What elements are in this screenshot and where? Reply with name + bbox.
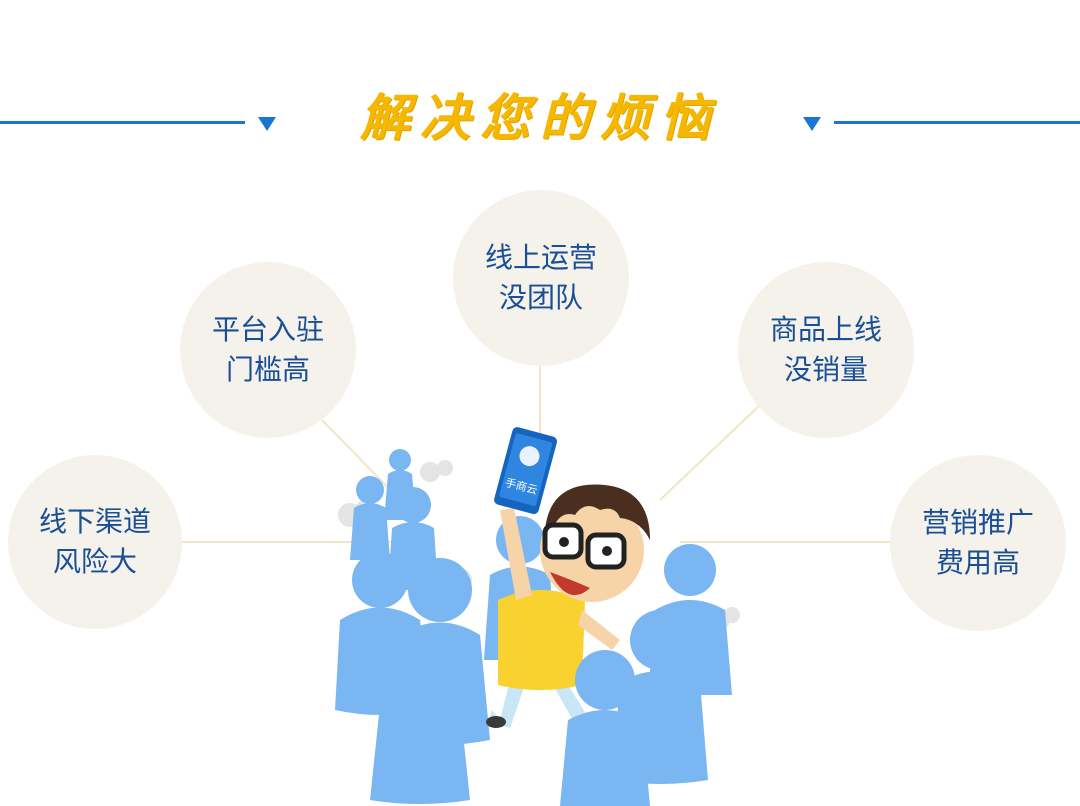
main-character: 手商云 — [486, 427, 650, 734]
pain-point-bubble-sales: 商品上线 没销量 — [738, 262, 914, 438]
bubble-line-2: 没团队 — [498, 281, 583, 314]
bubble-line-2: 费用高 — [935, 546, 1020, 579]
pain-point-bubble-platform: 平台入驻 门槛高 — [180, 262, 356, 438]
triangle-down-icon-right — [803, 117, 821, 131]
header-divider-left — [0, 121, 245, 124]
pain-point-bubble-marketing: 营销推广 费用高 — [890, 455, 1066, 631]
pain-point-bubble-channel: 线下渠道 风险大 — [8, 455, 182, 629]
bubble-line-2: 风险大 — [52, 545, 137, 578]
bubble-line-2: 没销量 — [783, 353, 868, 386]
bubble-line-1: 营销推广 — [921, 506, 1034, 539]
phone-icon: 手商云 — [494, 427, 557, 515]
bubble-line-1: 商品上线 — [769, 313, 882, 346]
connector-upper-right — [659, 404, 761, 501]
bubble-line-2: 门槛高 — [225, 353, 310, 386]
background-figures — [350, 449, 438, 590]
page-title: 解决您的烦恼 — [360, 89, 720, 147]
pain-point-bubble-operations: 线上运营 没团队 — [453, 190, 629, 366]
crowd-illustration: 手商云 — [335, 427, 740, 806]
bubble-line-1: 平台入驻 — [211, 313, 324, 346]
header-divider-right — [834, 121, 1080, 124]
crowd-figures-right — [560, 544, 732, 806]
triangle-down-icon-left — [258, 117, 276, 131]
bubble-line-1: 线下渠道 — [38, 505, 151, 538]
bubble-line-1: 线上运营 — [484, 241, 597, 274]
